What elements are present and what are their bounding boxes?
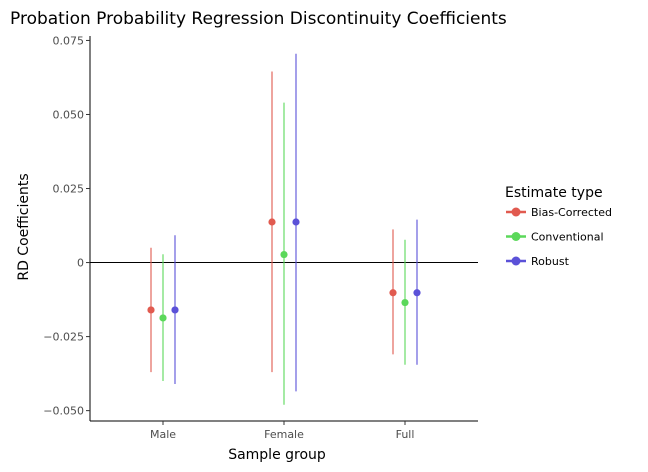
plot-area: −0.050 −0.025 0 0.025 0.050 0.075 Male Female F… <box>43 34 478 441</box>
estimate-point <box>171 306 179 314</box>
estimate-point <box>389 289 397 297</box>
legend-label: Conventional <box>531 231 604 244</box>
estimate-point <box>401 298 409 307</box>
estimate-point <box>280 250 288 259</box>
legend-key-point <box>511 232 521 241</box>
legend-label: Bias-Corrected <box>531 206 612 219</box>
y-axis-title: RD Coefficients <box>16 173 32 280</box>
legend: Estimate type Bias-Corrected Conventional… <box>505 185 612 268</box>
x-axis-ticks: Male Female Full <box>150 421 414 441</box>
legend-key-point <box>511 256 521 266</box>
estimate-point <box>147 306 155 314</box>
legend-key-point <box>511 207 521 217</box>
legend-items: Bias-Corrected Conventional Robust <box>506 206 612 268</box>
estimate-point <box>292 218 300 226</box>
x-axis-title: Sample group <box>228 447 326 463</box>
x-tick-label: Male <box>150 428 176 441</box>
y-axis-ticks: −0.050 −0.025 0 0.025 0.050 0.075 <box>43 34 90 418</box>
estimate-point <box>268 218 276 226</box>
x-tick-label: Female <box>264 428 304 441</box>
estimate-point <box>413 289 421 297</box>
x-tick-label: Full <box>396 428 415 441</box>
estimate-point <box>159 314 167 322</box>
legend-label: Robust <box>531 255 570 268</box>
y-tick-label: 0 <box>77 257 84 270</box>
chart-title: Probation Probability Regression Discont… <box>10 9 507 29</box>
y-tick-label: 0.025 <box>53 183 85 196</box>
y-tick-label: 0.050 <box>53 108 85 121</box>
y-tick-label: −0.025 <box>43 331 84 344</box>
y-tick-label: 0.075 <box>53 34 85 47</box>
legend-title: Estimate type <box>505 185 603 201</box>
y-tick-label: −0.050 <box>43 405 84 418</box>
chart-marks <box>147 53 421 405</box>
